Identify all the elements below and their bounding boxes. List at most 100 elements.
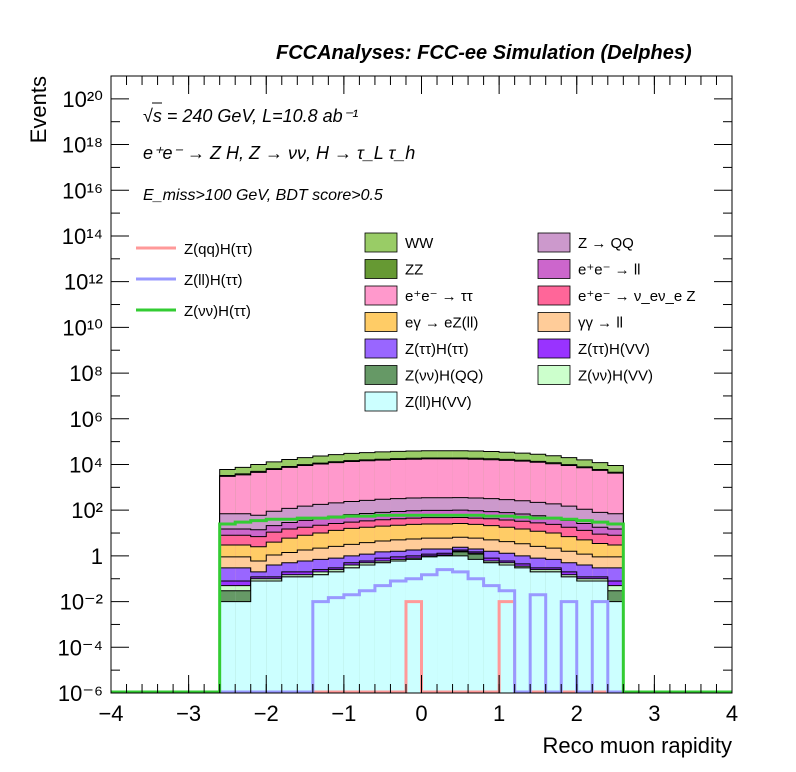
legend-swatch-z-h	[364, 338, 398, 359]
outline-z-ll-h-vv	[219, 555, 624, 693]
x-tick-label: 4	[726, 701, 738, 726]
outline-z-h-vv	[219, 550, 624, 693]
legend-label: ZZ	[405, 262, 423, 279]
outline-ww	[219, 450, 624, 693]
y-tick-label: 10¹⁰	[62, 315, 103, 340]
outline-z-h	[219, 546, 624, 693]
legend-swatch-zz	[364, 259, 398, 279]
y-axis-label: Events	[26, 76, 51, 143]
bar-z-ll-h-vv	[343, 567, 360, 693]
legend-label: γγ → ll	[578, 315, 623, 332]
bar-z-ll-h-vv	[452, 555, 469, 693]
legend-label: Z(ll)H(ττ)	[184, 272, 243, 289]
bar-z-ll-h-vv	[437, 555, 453, 693]
legend-swatch-z-ll-h-vv	[364, 391, 398, 412]
x-axis-label: Reco muon rapidity	[542, 733, 732, 758]
y-tick-label: 10²	[71, 498, 103, 523]
outline-z-h-vv	[219, 549, 624, 693]
legend-swatch-ll	[537, 312, 571, 332]
x-tick-label: 1	[493, 701, 505, 726]
stack-layer	[219, 450, 624, 693]
chart-title: FCCAnalyses: FCC-ee Simulation (Delphes)	[276, 42, 692, 64]
stack-z-ll-h-vv	[219, 555, 624, 693]
legend-swatch-e-e-ll	[537, 259, 571, 279]
y-tick-label: 10¹⁸	[62, 133, 103, 158]
x-tick-label: 2	[571, 701, 583, 726]
legend-label: Z(νν)H(VV)	[578, 368, 653, 385]
bar-z-ll-h-vv	[545, 571, 562, 693]
annotations: √s = 240 GeV, L=10.8 ab⁻¹ e⁺e⁻ → Z H, Z →…	[143, 102, 415, 204]
legend-label: Z(νν)H(QQ)	[405, 368, 483, 385]
y-tick-label: 10¹²	[64, 270, 103, 295]
legend-label: Z → QQ	[578, 235, 634, 252]
line-z-ll-h	[111, 568, 732, 694]
bar-z-ll-h-vv	[281, 576, 298, 693]
y-tick-label: 10⁻⁶	[58, 681, 103, 706]
legend-label: Z(ττ)H(ττ)	[405, 341, 469, 358]
bar-z-ll-h-vv	[421, 556, 438, 693]
x-tick-label: 0	[415, 701, 427, 726]
legend-swatch-e-e-e-e-z	[537, 285, 571, 306]
bar-z-ll-h-vv	[499, 564, 515, 693]
bar-z-ll-h-vv	[312, 574, 329, 693]
legend-label: eγ → eZ(ll)	[405, 315, 478, 332]
x-tick-label: −4	[98, 701, 123, 726]
y-tick-label: 10⁸	[69, 361, 103, 386]
y-tick-label: 10⁴	[69, 452, 103, 477]
x-tick-label: −2	[254, 701, 279, 726]
y-tick-label: 10¹⁴	[62, 224, 103, 249]
cuts-label: E_miss>100 GeV, BDT score>0.5	[143, 187, 383, 204]
legend-label: e⁺e⁻ → ll	[578, 262, 641, 279]
legend-label: Z(νν)H(ττ)	[184, 303, 251, 320]
y-tick-label: 10⁻²	[60, 590, 103, 615]
bar-z-ll-h-vv	[514, 567, 531, 693]
legend-swatch-e-ez-ll	[364, 312, 398, 332]
outline-e-e-e-e-z	[219, 516, 624, 693]
bar-z-ll-h-vv	[328, 571, 344, 693]
x-tick-label: −1	[331, 701, 356, 726]
bar-z-ll-h-vv	[359, 564, 375, 693]
y-tick-label: 10¹⁶	[62, 178, 103, 203]
legend-swatch-z-h-qq	[364, 365, 398, 385]
legend-label: Z(ττ)H(VV)	[578, 341, 650, 358]
y-tick-label: 1	[91, 544, 103, 569]
bar-z-ll-h-vv	[219, 601, 236, 693]
legend-swatch-z-h-vv	[537, 365, 571, 385]
bar-z-ll-h-vv	[266, 580, 282, 693]
legend-label: e⁺e⁻ → ττ	[405, 288, 473, 305]
y-tick-label: 10⁶	[69, 407, 103, 432]
bar-z-ll-h-vv	[250, 580, 267, 693]
y-tick-label: 10²⁰	[62, 87, 103, 112]
axes: −4 −3 −2 −1 0 1 2 3 4 10⁻⁶ 10⁻⁴ 10⁻² 1 10² 10⁴ 10⁶ 10⁸ 10…	[26, 75, 738, 758]
legend-swatch-ww	[364, 232, 398, 253]
bar-z-ll-h-vv	[592, 580, 608, 693]
outline-z-qq	[219, 497, 624, 693]
process-label: e⁺e⁻ → Z H, Z → νν, H → τ_L τ_h	[143, 143, 415, 163]
bar-z-ll-h-vv	[576, 580, 593, 693]
bar-z-ll-h-vv	[483, 562, 500, 693]
legend-label: Z(ll)H(VV)	[405, 394, 472, 411]
x-tick-label: −3	[176, 701, 201, 726]
legend-label: e⁺e⁻ → ν_eν_e Z	[578, 288, 696, 305]
legend-swatch-z-h-vv	[537, 338, 571, 359]
legend-label: Z(qq)H(ττ)	[184, 241, 253, 258]
bar-z-ll-h-vv	[607, 601, 624, 693]
bar-z-ll-h-vv	[374, 562, 391, 693]
bar-z-ll-h-vv	[297, 576, 313, 693]
legend-swatch-z-qq	[537, 232, 571, 253]
bar-z-ll-h-vv	[390, 560, 406, 693]
bar-z-ll-h-vv	[405, 559, 422, 693]
legend-label: WW	[405, 235, 434, 252]
bar-z-ll-h-vv	[561, 576, 577, 693]
outline-ll	[219, 536, 624, 693]
outline-e-ez-ll	[219, 523, 624, 693]
x-tick-label: 3	[648, 701, 660, 726]
legend-swatch-e-e	[364, 285, 398, 306]
y-tick-label: 10⁻⁴	[57, 635, 103, 660]
legend: Z(qq)H(ττ) Z(ll)H(ττ) Z(νν)H(ττ) WW ZZ e⁺e⁻ →…	[136, 232, 696, 412]
bar-z-ll-h-vv	[235, 601, 251, 693]
line-z-h	[111, 513, 732, 694]
outline-e-e	[219, 458, 624, 693]
energy-label: √s = 240 GeV, L=10.8 ab⁻¹	[143, 106, 358, 126]
